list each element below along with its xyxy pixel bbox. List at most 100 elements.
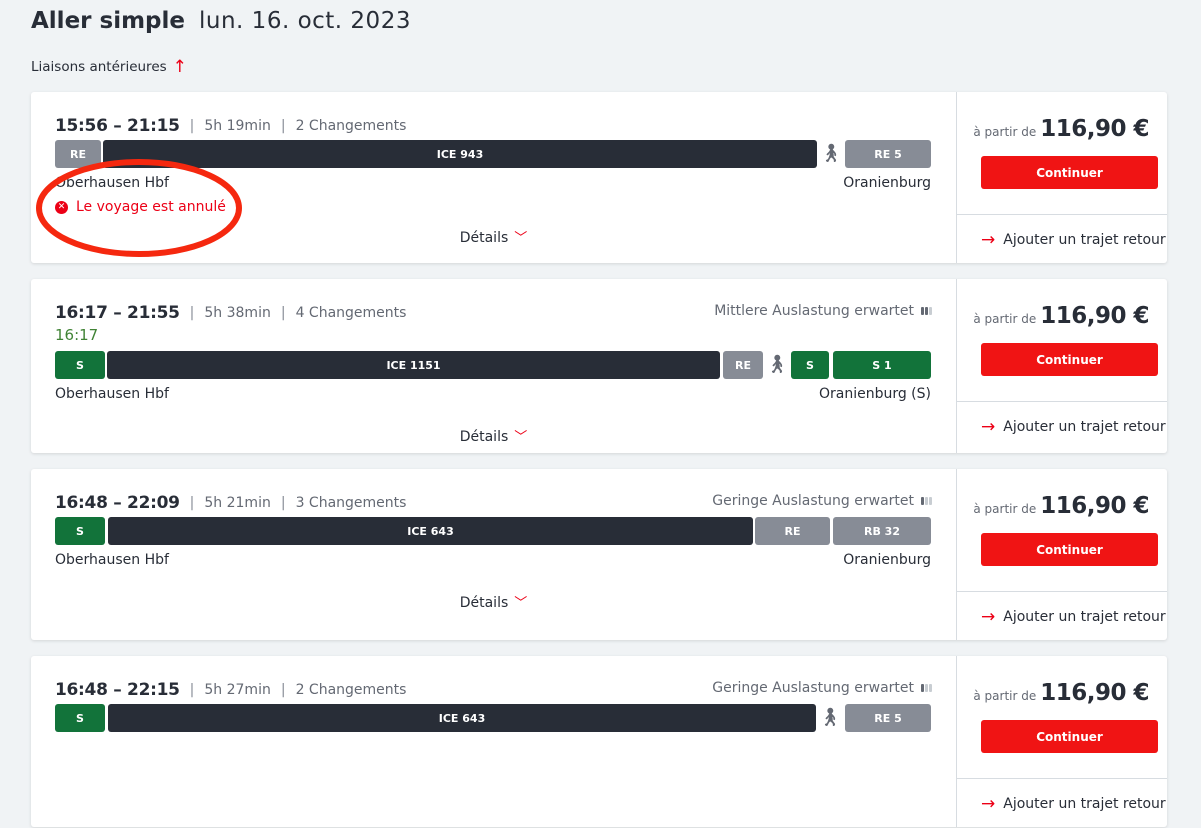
connection-summary: 15:56 – 21:15 | 5h 19min | 2 Changements [55, 116, 406, 136]
details-toggle[interactable]: Détails ﹀ [31, 592, 956, 611]
arrival-station: Oranienburg [843, 552, 931, 568]
price-prefix: à partir de [973, 125, 1037, 139]
price-value: 116,90 € [1040, 303, 1149, 329]
connection-time: 16:17 – 21:55 [55, 303, 180, 323]
train-segment[interactable]: RE 5 [845, 704, 931, 732]
add-return-trip-link[interactable]: → Ajouter un trajet retour [957, 401, 1167, 451]
separator: | [280, 495, 286, 511]
continue-button[interactable]: Continuer [981, 156, 1158, 189]
chevron-down-icon: ﹀ [514, 430, 528, 445]
arrival-station: Oranienburg [843, 175, 931, 191]
realtime-departure: 16:17 [55, 326, 99, 344]
details-toggle[interactable]: Détails ﹀ [31, 426, 956, 445]
occupancy-icon [921, 684, 932, 692]
add-return-trip-link[interactable]: → Ajouter un trajet retour [957, 591, 1167, 641]
train-segment[interactable]: ICE 643 [108, 704, 816, 732]
connection-summary: 16:48 – 22:09 | 5h 21min | 3 Changements [55, 493, 406, 513]
train-segment[interactable]: RE [723, 351, 763, 379]
page-title: Aller simple [31, 8, 186, 34]
occupancy-icon [921, 307, 932, 315]
walk-icon: 🚶︎ [819, 143, 843, 164]
price-panel: à partir de 116,90 € Continuer → Ajouter u… [956, 469, 1167, 640]
connection-changes: 4 Changements [295, 305, 407, 321]
journey-bar[interactable]: S ICE 1151 RE 🚶︎ S S 1 [55, 351, 931, 379]
separator: | [280, 682, 286, 698]
arrow-right-icon: → [981, 229, 996, 250]
price-value: 116,90 € [1040, 116, 1149, 142]
departure-station: Oberhausen Hbf [55, 552, 169, 568]
connection-info: 15:56 – 21:15 | 5h 19min | 2 Changements… [31, 92, 956, 263]
occupancy-info: Geringe Auslastung erwartet [712, 493, 932, 509]
train-segment[interactable]: RE [55, 140, 101, 168]
price-panel: à partir de 116,90 € Continuer → Ajouter u… [956, 279, 1167, 453]
chevron-down-icon: ﹀ [514, 231, 528, 246]
separator: | [189, 495, 195, 511]
earlier-connections-link[interactable]: Liaisons antérieures ↑ [31, 57, 187, 77]
add-return-trip-label: Ajouter un trajet retour [1003, 418, 1166, 435]
train-segment[interactable]: RB 32 [833, 517, 931, 545]
connection-duration: 5h 21min [204, 495, 271, 511]
journey-bar[interactable]: S ICE 643 RE RB 32 [55, 517, 931, 545]
error-icon: ✕ [55, 200, 68, 214]
train-segment[interactable]: ICE 943 [103, 140, 817, 168]
connection-duration: 5h 19min [204, 118, 271, 134]
journey-bar[interactable]: S ICE 643 🚶︎ RE 5 [55, 704, 931, 732]
occupancy-info: Geringe Auslastung erwartet [712, 680, 932, 696]
price-panel: à partir de 116,90 € Continuer → Ajouter u… [956, 92, 1167, 263]
train-segment[interactable]: RE [755, 517, 830, 545]
occupancy-text: Geringe Auslastung erwartet [712, 680, 914, 696]
cancellation-notice: ✕ Le voyage est annulé [55, 199, 226, 215]
page-header: Aller simple lun. 16. oct. 2023 [31, 8, 411, 34]
arrow-up-icon: ↑ [172, 57, 187, 77]
train-segment[interactable]: ICE 1151 [107, 351, 720, 379]
connection-card: 15:56 – 21:15 | 5h 19min | 2 Changements… [31, 92, 1167, 263]
add-return-trip-label: Ajouter un trajet retour [1003, 795, 1166, 812]
train-segment[interactable]: S [55, 517, 105, 545]
departure-station: Oberhausen Hbf [55, 386, 169, 402]
price-prefix: à partir de [973, 689, 1037, 703]
continue-button[interactable]: Continuer [981, 533, 1158, 566]
connection-card: 16:48 – 22:09 | 5h 21min | 3 Changements… [31, 469, 1167, 640]
connection-duration: 5h 27min [204, 682, 271, 698]
add-return-trip-link[interactable]: → Ajouter un trajet retour [957, 214, 1167, 264]
travel-date: lun. 16. oct. 2023 [199, 8, 411, 34]
details-label: Détails [459, 230, 509, 246]
journey-bar[interactable]: RE ICE 943 🚶︎ RE 5 [55, 140, 931, 168]
walk-icon: 🚶︎ [818, 707, 842, 728]
occupancy-text: Geringe Auslastung erwartet [712, 493, 914, 509]
arrow-right-icon: → [981, 606, 996, 627]
details-label: Détails [459, 429, 509, 445]
price-value: 116,90 € [1040, 680, 1149, 706]
continue-button[interactable]: Continuer [981, 720, 1158, 753]
details-toggle[interactable]: Détails ﹀ [31, 227, 956, 246]
separator: | [189, 118, 195, 134]
train-segment[interactable]: ICE 643 [108, 517, 753, 545]
continue-button[interactable]: Continuer [981, 343, 1158, 376]
arrival-station: Oranienburg (S) [818, 386, 931, 402]
train-segment[interactable]: S 1 [833, 351, 931, 379]
earlier-connections-label: Liaisons antérieures [31, 59, 167, 75]
connection-card: 16:17 – 21:55 | 5h 38min | 4 Changements… [31, 279, 1167, 453]
connection-info: 16:17 – 21:55 | 5h 38min | 4 Changements… [31, 279, 956, 453]
add-return-trip-link[interactable]: → Ajouter un trajet retour [957, 778, 1167, 828]
train-segment[interactable]: RE 5 [845, 140, 931, 168]
separator: | [189, 305, 195, 321]
train-segment[interactable]: S [55, 351, 105, 379]
price-panel: à partir de 116,90 € Continuer → Ajouter u… [956, 656, 1167, 827]
cancellation-text: Le voyage est annulé [76, 199, 226, 215]
separator: | [280, 118, 286, 134]
chevron-down-icon: ﹀ [514, 596, 528, 611]
add-return-trip-label: Ajouter un trajet retour [1003, 608, 1166, 625]
departure-station: Oberhausen Hbf [55, 175, 169, 191]
occupancy-text: Mittlere Auslastung erwartet [714, 303, 914, 319]
separator: | [280, 305, 286, 321]
price: à partir de 116,90 € [973, 680, 1149, 706]
arrow-right-icon: → [981, 416, 996, 437]
train-segment[interactable]: S [55, 704, 105, 732]
train-segment[interactable]: S [791, 351, 829, 379]
connection-info: 16:48 – 22:09 | 5h 21min | 3 Changements… [31, 469, 956, 640]
add-return-trip-label: Ajouter un trajet retour [1003, 231, 1166, 248]
price: à partir de 116,90 € [973, 493, 1149, 519]
connection-info: 16:48 – 22:15 | 5h 27min | 2 Changements… [31, 656, 956, 827]
occupancy-icon [921, 497, 932, 505]
